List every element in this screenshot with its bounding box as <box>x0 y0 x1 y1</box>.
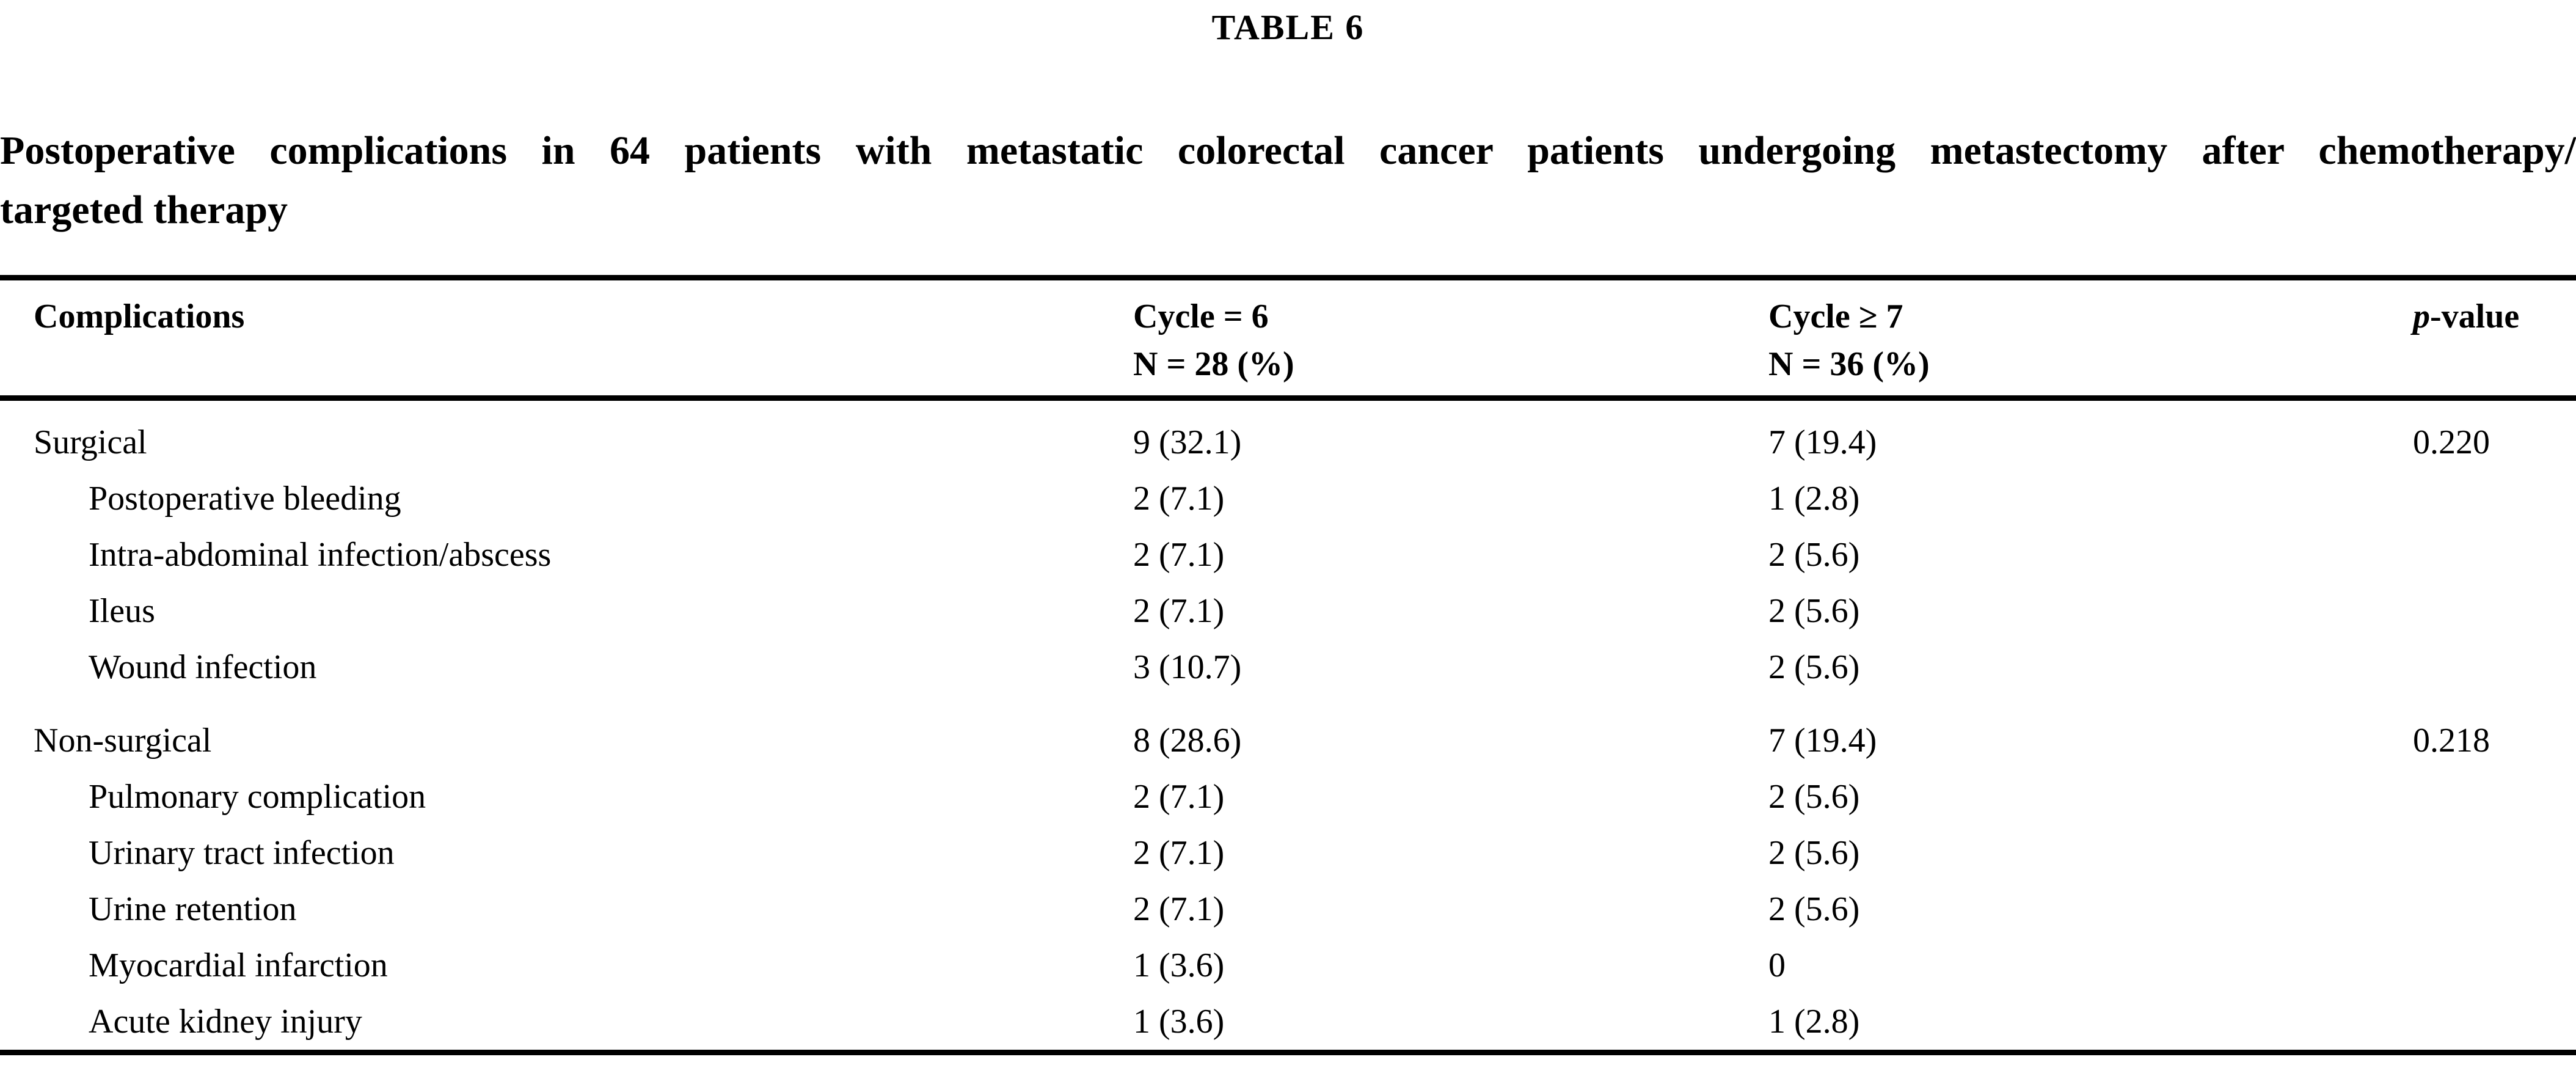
col-header-cycle7-line1: Cycle ≥ 7 <box>1768 298 1903 335</box>
cell-label: Ileus <box>89 592 155 630</box>
col-header-cycle6-line1: Cycle = 6 <box>1133 298 1269 335</box>
cell-cycle6: 2 (7.1) <box>1133 480 1225 518</box>
cell-pvalue <box>2413 769 2576 825</box>
cell-cycle6: 8 (28.6) <box>1133 722 1242 759</box>
table-row-ileus: Ileus 2 (7.1) 2 (5.6) <box>0 583 2576 639</box>
cell-label: Non-surgical <box>34 722 212 759</box>
col-header-complications: Complications <box>0 275 1133 401</box>
cell-cycle7: 7 (19.4) <box>1768 423 1877 461</box>
complications-table: Complications Cycle = 6 N = 28 (%) Cycle… <box>0 275 2576 1055</box>
col-header-cycle7-line2: N = 36 (%) <box>1768 345 1930 383</box>
cell-cycle6: 3 (10.7) <box>1133 648 1242 686</box>
cell-label: Pulmonary complication <box>89 778 426 816</box>
col-header-complications-label: Complications <box>34 298 245 335</box>
cell-pvalue <box>2413 825 2576 881</box>
cell-cycle7: 1 (2.8) <box>1768 994 2413 1055</box>
cell-cycle7: 2 (5.6) <box>1768 834 1860 872</box>
cell-pvalue: 0.220 <box>2413 423 2490 461</box>
table-row-urine-retention: Urine retention 2 (7.1) 2 (5.6) <box>0 881 2576 937</box>
cell-pvalue <box>2413 881 2576 937</box>
table-row-non-surgical: Non-surgical 8 (28.6) 7 (19.4) 0.218 <box>0 695 2576 769</box>
cell-cycle6: 2 (7.1) <box>1133 592 1225 630</box>
table-row-urinary-tract-infection: Urinary tract infection 2 (7.1) 2 (5.6) <box>0 825 2576 881</box>
cell-label: Urinary tract infection <box>89 834 395 872</box>
table-title: Postoperative complications in 64 patien… <box>0 121 2576 240</box>
col-header-cycle7: Cycle ≥ 7 N = 36 (%) <box>1768 275 2413 401</box>
cell-cycle7: 1 (2.8) <box>1768 480 1860 518</box>
cell-cycle7: 2 (5.6) <box>1768 648 1860 686</box>
cell-label: Urine retention <box>89 890 297 928</box>
cell-cycle6: 2 (7.1) <box>1133 536 1225 574</box>
cell-cycle7: 2 (5.6) <box>1768 778 1860 816</box>
col-header-pvalue: p-value <box>2413 275 2576 401</box>
cell-cycle6: 2 (7.1) <box>1133 778 1225 816</box>
table-number-label: TABLE 6 <box>1211 7 1365 47</box>
col-header-cycle6-line2: N = 28 (%) <box>1133 345 1294 383</box>
table-row-myocardial-infarction: Myocardial infarction 1 (3.6) 0 <box>0 937 2576 994</box>
table-row-intra-abdominal-infection: Intra-abdominal infection/abscess 2 (7.1… <box>0 527 2576 583</box>
table-title-line1: Postoperative complications in 64 patien… <box>0 128 2576 173</box>
cell-cycle7: 2 (5.6) <box>1768 536 1860 574</box>
cell-label: Myocardial infarction <box>89 946 388 984</box>
cell-pvalue <box>2413 639 2576 695</box>
table-row-pulmonary-complication: Pulmonary complication 2 (7.1) 2 (5.6) <box>0 769 2576 825</box>
cell-cycle6: 2 (7.1) <box>1133 834 1225 872</box>
cell-label: Surgical <box>34 423 147 461</box>
cell-cycle7: 2 (5.6) <box>1768 890 1860 928</box>
cell-pvalue <box>2413 937 2576 994</box>
cell-pvalue <box>2413 994 2576 1055</box>
col-header-pvalue-label: p-value <box>2413 293 2576 340</box>
table-row-surgical: Surgical 9 (32.1) 7 (19.4) 0.220 <box>0 398 2576 471</box>
cell-cycle6: 1 (3.6) <box>1133 946 1225 984</box>
cell-label: Intra-abdominal infection/abscess <box>89 536 552 574</box>
table-row-postoperative-bleeding: Postoperative bleeding 2 (7.1) 1 (2.8) <box>0 470 2576 527</box>
table-title-line2: targeted therapy <box>0 188 288 232</box>
cell-label: Acute kidney injury <box>0 994 1133 1055</box>
cell-label: Postoperative bleeding <box>89 480 401 518</box>
cell-cycle7: 0 <box>1768 946 1786 984</box>
cell-label: Wound infection <box>89 648 317 686</box>
pvalue-italic-p: p <box>2413 298 2430 335</box>
table-row-acute-kidney-injury: Acute kidney injury 1 (3.6) 1 (2.8) <box>0 994 2576 1055</box>
cell-pvalue: 0.218 <box>2413 722 2490 759</box>
col-header-cycle6: Cycle = 6 N = 28 (%) <box>1133 275 1768 401</box>
table-header-row: Complications Cycle = 6 N = 28 (%) Cycle… <box>0 275 2576 401</box>
cell-pvalue <box>2413 527 2576 583</box>
cell-pvalue <box>2413 470 2576 527</box>
cell-cycle7: 7 (19.4) <box>1768 722 1877 759</box>
table-row-wound-infection: Wound infection 3 (10.7) 2 (5.6) <box>0 639 2576 695</box>
cell-cycle6: 9 (32.1) <box>1133 423 1242 461</box>
cell-cycle6: 1 (3.6) <box>1133 994 1768 1055</box>
pvalue-rest: -value <box>2430 298 2520 335</box>
cell-pvalue <box>2413 583 2576 639</box>
cell-cycle7: 2 (5.6) <box>1768 592 1860 630</box>
cell-cycle6: 2 (7.1) <box>1133 890 1225 928</box>
